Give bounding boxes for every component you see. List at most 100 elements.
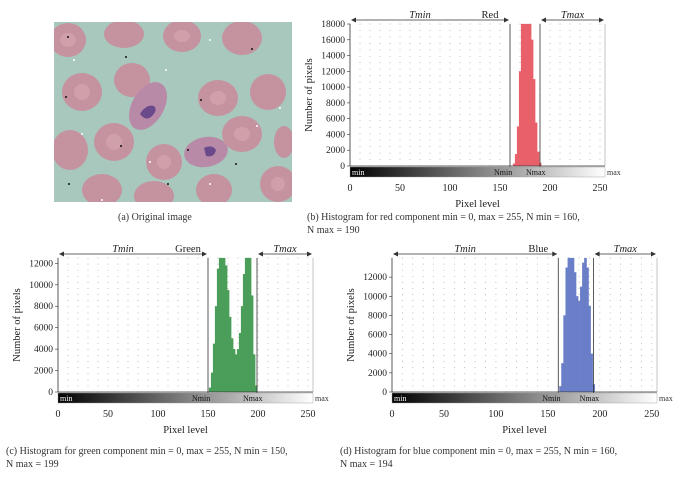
grid-dot <box>87 385 89 387</box>
grid-dot <box>297 269 299 271</box>
grid-dot <box>640 348 642 350</box>
grid-dot <box>137 300 139 302</box>
grid-dot <box>609 257 611 259</box>
grid-dot <box>419 36 421 38</box>
grid-dot <box>67 306 69 308</box>
grid-dot <box>429 75 431 77</box>
grid-dot <box>107 275 109 277</box>
y-axis-title: Number of pixels <box>346 288 357 362</box>
grid-dot <box>651 312 653 314</box>
grid-dot <box>379 36 381 38</box>
grid-dot <box>97 294 99 295</box>
grid-dot <box>257 306 259 308</box>
max-label: max <box>607 168 621 177</box>
grid-dots <box>57 257 309 393</box>
grid-dot <box>469 68 471 70</box>
x-tick-label: 150 <box>540 409 555 420</box>
grid-dot <box>167 379 169 381</box>
grid-dot <box>127 330 129 332</box>
grid-dot <box>474 373 476 375</box>
grid-dot <box>297 300 299 302</box>
grid-dot <box>449 101 451 102</box>
grid-dot <box>469 62 471 64</box>
grid-dot <box>464 336 466 338</box>
grid-dot <box>257 294 259 295</box>
grid-dot <box>67 312 69 314</box>
grid-dot <box>443 324 445 326</box>
grid-dot <box>537 385 538 387</box>
grid-dot <box>599 318 601 320</box>
grid-dot <box>409 139 411 141</box>
grid-dot <box>147 312 149 314</box>
grid-dot <box>399 68 401 70</box>
tmax-arrowhead-right <box>599 17 604 23</box>
grid-dot <box>449 68 451 70</box>
grid-dot <box>137 361 139 362</box>
grid-dot <box>137 348 139 350</box>
grid-dot <box>267 342 269 344</box>
gray-level-gradient-bar <box>57 392 314 404</box>
grid-dot <box>117 318 119 320</box>
nmax-label: Nmax <box>526 168 546 177</box>
grid-dot <box>257 324 259 326</box>
grid-dot <box>579 68 581 70</box>
grid-dot <box>505 342 507 344</box>
grid-dot <box>453 324 455 326</box>
grid-dot <box>137 385 139 387</box>
grid-dot <box>464 361 466 362</box>
grid-dot <box>399 42 401 44</box>
grid-dot <box>359 107 361 109</box>
grid-dot <box>609 263 611 265</box>
grid-dot <box>443 330 445 332</box>
grid-dot <box>620 324 622 326</box>
grid-dot <box>599 275 601 277</box>
grid-dot <box>401 336 403 338</box>
grid-dot <box>369 159 371 160</box>
grid-dot <box>443 288 445 289</box>
grid-dot <box>77 312 79 314</box>
grid-dot <box>257 379 259 381</box>
grid-dot <box>453 294 455 295</box>
grid-dot <box>117 361 119 362</box>
grid-dot <box>429 49 431 51</box>
grid-dot <box>433 312 435 314</box>
grid-dot <box>620 294 622 295</box>
grid-dot <box>401 379 403 381</box>
grid-dot <box>267 355 269 356</box>
grid-dot <box>537 342 538 344</box>
grid-dot <box>167 361 169 362</box>
grid-dot <box>137 330 139 332</box>
grid-dot <box>187 373 189 375</box>
grid-dot <box>569 139 571 141</box>
grid-dot <box>433 342 435 344</box>
grid-dot <box>127 355 129 356</box>
grid-dot <box>307 300 309 302</box>
grid-dot <box>197 288 199 289</box>
grid-dot <box>453 361 455 362</box>
grid-dot <box>412 336 414 338</box>
grid-dot <box>599 101 601 102</box>
grid-dot <box>412 294 414 295</box>
grid-dot <box>419 81 421 83</box>
grid-dot <box>640 306 642 308</box>
grid-dot <box>369 120 371 122</box>
grid-dot <box>401 275 403 277</box>
grid-dot <box>443 257 445 259</box>
grid-dots <box>349 23 601 167</box>
grid-dot <box>578 300 580 302</box>
grid-dot <box>257 288 259 289</box>
histogram-red-panel: min max Nmin Nmax 0 2000 4000 6000 8000 10000 1200… <box>300 8 685 210</box>
gray-level-gradient-bar <box>391 392 658 404</box>
grid-dot <box>630 294 632 295</box>
grid-dot <box>537 306 538 308</box>
grid-dot <box>187 306 189 308</box>
grid-dot <box>117 263 119 265</box>
grid-dot <box>489 107 491 109</box>
grid-dot <box>651 361 653 362</box>
grid-dot <box>177 348 179 350</box>
grid-dot <box>127 263 129 265</box>
x-tick-label: 0 <box>56 409 61 420</box>
grid-dot <box>267 263 269 265</box>
grid-dot <box>187 318 189 320</box>
grid-dot <box>640 324 642 326</box>
